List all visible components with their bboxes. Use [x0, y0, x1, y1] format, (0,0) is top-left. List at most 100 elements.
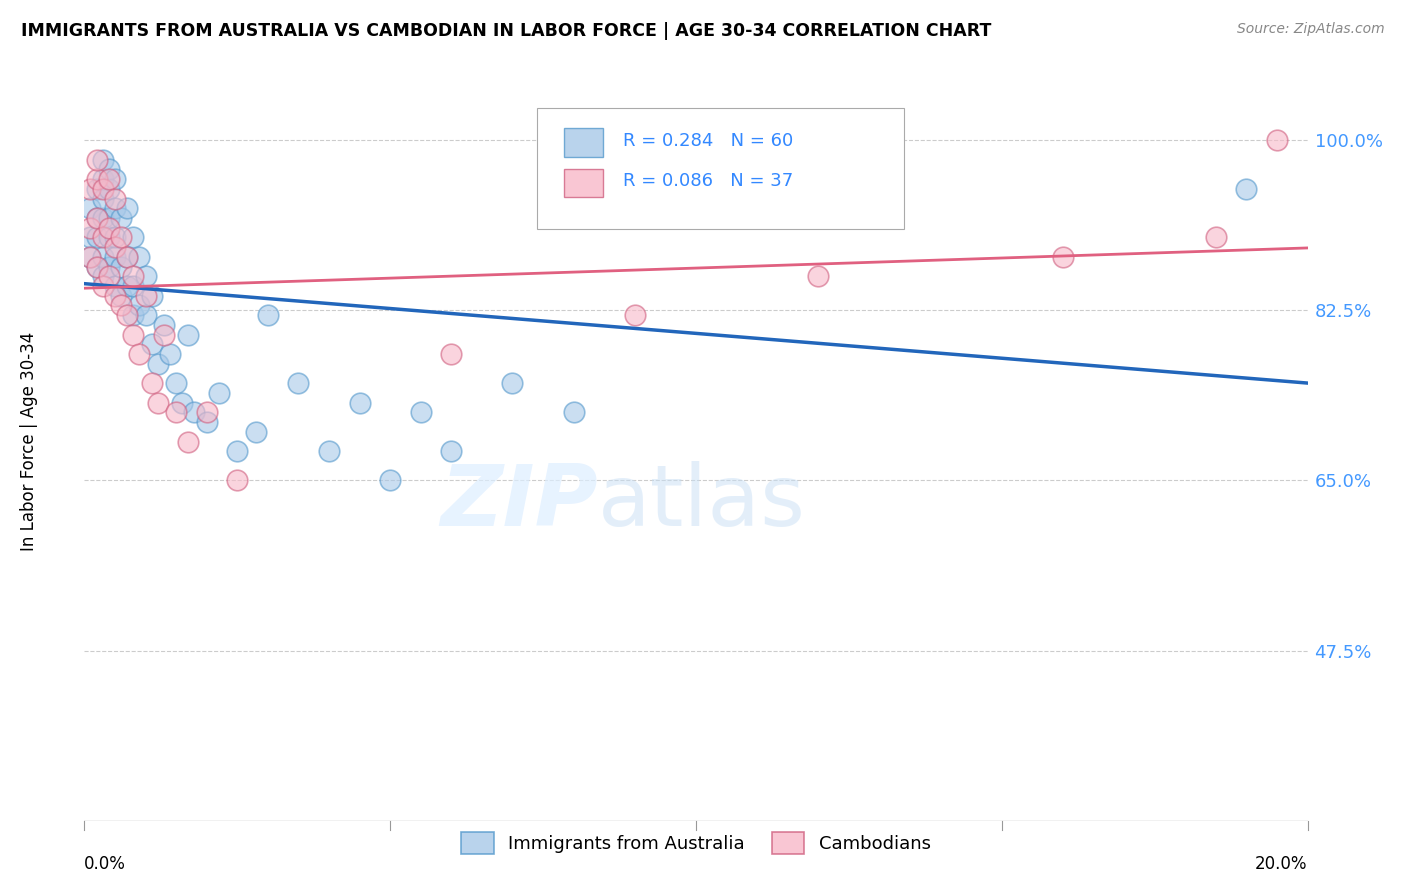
Point	[380, 474, 402, 488]
Point	[91, 211, 114, 225]
Text: R = 0.086   N = 37: R = 0.086 N = 37	[623, 172, 793, 191]
Point	[115, 250, 138, 264]
Point	[208, 386, 231, 401]
Text: ZIP: ZIP	[440, 460, 598, 544]
Point	[97, 230, 120, 244]
Point	[1205, 230, 1227, 244]
Point	[91, 192, 114, 206]
Point	[86, 211, 108, 225]
Point	[97, 182, 120, 196]
Point	[110, 289, 132, 303]
Point	[165, 376, 187, 391]
Point	[409, 405, 432, 419]
Point	[1236, 182, 1258, 196]
Point	[226, 474, 249, 488]
Point	[122, 279, 145, 293]
Point	[141, 337, 163, 351]
Point	[562, 405, 585, 419]
Point	[195, 405, 218, 419]
Legend: Immigrants from Australia, Cambodians: Immigrants from Australia, Cambodians	[454, 824, 938, 861]
Point	[104, 201, 127, 215]
Point	[159, 347, 181, 361]
Point	[91, 182, 114, 196]
Point	[153, 327, 176, 342]
Point	[97, 260, 120, 274]
Text: 20.0%: 20.0%	[1256, 855, 1308, 872]
Point	[104, 172, 127, 186]
Point	[165, 405, 187, 419]
Point	[86, 182, 108, 196]
Point	[97, 220, 120, 235]
Text: R = 0.284   N = 60: R = 0.284 N = 60	[623, 131, 793, 150]
Point	[86, 260, 108, 274]
Text: In Labor Force | Age 30-34: In Labor Force | Age 30-34	[20, 332, 38, 551]
Point	[122, 230, 145, 244]
Point	[128, 347, 150, 361]
Point	[104, 230, 127, 244]
Point	[86, 153, 108, 167]
Point	[624, 308, 647, 322]
Point	[122, 327, 145, 342]
Point	[440, 444, 463, 458]
Point	[141, 289, 163, 303]
Text: atlas: atlas	[598, 460, 806, 544]
Point	[91, 279, 114, 293]
Point	[226, 444, 249, 458]
Text: IMMIGRANTS FROM AUSTRALIA VS CAMBODIAN IN LABOR FORCE | AGE 30-34 CORRELATION CH: IMMIGRANTS FROM AUSTRALIA VS CAMBODIAN I…	[21, 22, 991, 40]
Point	[1052, 250, 1074, 264]
Point	[91, 153, 114, 167]
Point	[1265, 133, 1288, 147]
Point	[115, 201, 138, 215]
Point	[97, 269, 120, 284]
Point	[97, 211, 120, 225]
Point	[287, 376, 309, 391]
Text: 0.0%: 0.0%	[84, 855, 127, 872]
Point	[79, 182, 101, 196]
Point	[115, 308, 138, 322]
Point	[122, 269, 145, 284]
Point	[79, 230, 101, 244]
FancyBboxPatch shape	[537, 108, 904, 229]
Point	[318, 444, 340, 458]
Point	[86, 230, 108, 244]
Point	[97, 172, 120, 186]
Point	[79, 220, 101, 235]
Point	[79, 201, 101, 215]
Point	[349, 395, 371, 409]
Point	[177, 434, 200, 449]
Point	[122, 308, 145, 322]
Point	[153, 318, 176, 332]
Point	[146, 395, 169, 409]
Point	[104, 250, 127, 264]
Point	[245, 425, 267, 439]
Point	[115, 279, 138, 293]
Point	[110, 211, 132, 225]
Point	[807, 269, 830, 284]
Point	[440, 347, 463, 361]
Point	[104, 240, 127, 254]
Point	[110, 298, 132, 312]
Point	[195, 415, 218, 429]
Point	[110, 230, 132, 244]
Point	[135, 308, 157, 322]
Point	[91, 269, 114, 284]
Point	[502, 376, 524, 391]
Point	[79, 250, 101, 264]
FancyBboxPatch shape	[564, 169, 603, 197]
FancyBboxPatch shape	[564, 128, 603, 157]
Point	[86, 260, 108, 274]
Point	[115, 250, 138, 264]
Point	[104, 192, 127, 206]
Text: Source: ZipAtlas.com: Source: ZipAtlas.com	[1237, 22, 1385, 37]
Point	[128, 298, 150, 312]
Point	[183, 405, 205, 419]
Point	[86, 172, 108, 186]
Point	[79, 250, 101, 264]
Point	[91, 230, 114, 244]
Point	[104, 279, 127, 293]
Point	[177, 327, 200, 342]
Point	[172, 395, 194, 409]
Point	[97, 162, 120, 177]
Point	[128, 250, 150, 264]
Point	[869, 133, 891, 147]
